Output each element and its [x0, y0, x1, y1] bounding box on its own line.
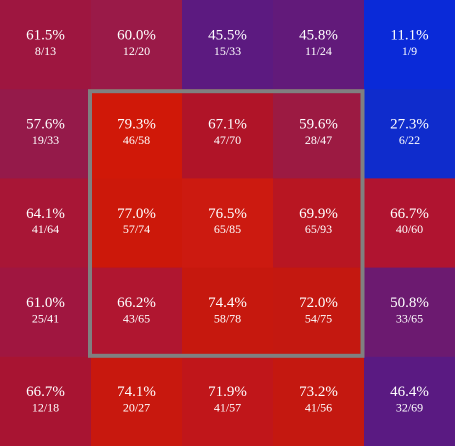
cell-percent: 45.5% — [208, 27, 247, 43]
cell-fraction: 46/58 — [123, 133, 150, 147]
cell-fraction: 32/69 — [396, 401, 423, 415]
cell — [273, 267, 365, 358]
cell — [182, 178, 274, 269]
cell-percent: 72.0% — [299, 295, 338, 311]
cell-fraction: 41/57 — [214, 401, 241, 415]
cell — [364, 89, 455, 179]
cell-fraction: 12/20 — [123, 44, 150, 58]
cell-percent: 66.7% — [26, 384, 65, 400]
cell — [0, 0, 92, 90]
cell-fraction: 25/41 — [32, 311, 59, 325]
cell — [273, 0, 365, 90]
cell-fraction: 40/60 — [396, 222, 423, 236]
cell — [273, 356, 365, 446]
cell-fraction: 15/33 — [214, 44, 241, 58]
cell — [182, 356, 274, 446]
cell — [364, 178, 455, 269]
cell — [182, 0, 274, 90]
cell-percent: 61.5% — [26, 27, 65, 43]
cell-fraction: 8/13 — [35, 44, 56, 58]
cell-percent: 66.7% — [390, 206, 429, 222]
cell-fraction: 12/18 — [32, 401, 59, 415]
strike-zone — [88, 89, 365, 358]
cell-percent: 60.0% — [117, 27, 156, 43]
cell-percent: 73.2% — [299, 384, 338, 400]
cell-percent: 50.8% — [390, 295, 429, 311]
cell — [91, 356, 183, 446]
cell-percent: 76.5% — [208, 206, 247, 222]
cell-percent: 71.9% — [208, 384, 247, 400]
cell-fraction: 28/47 — [305, 133, 332, 147]
cell — [91, 0, 183, 90]
cell-fraction: 33/65 — [396, 311, 423, 325]
cell-percent: 67.1% — [208, 117, 247, 133]
cell-percent: 77.0% — [117, 206, 156, 222]
cell-percent: 59.6% — [299, 117, 338, 133]
cell-percent: 66.2% — [117, 295, 156, 311]
cell-fraction: 43/65 — [123, 311, 150, 325]
cell-percent: 61.0% — [26, 295, 65, 311]
cell — [273, 89, 365, 179]
cell — [364, 356, 455, 446]
cell-percent: 45.8% — [299, 27, 338, 43]
cell — [364, 267, 455, 358]
cell-fraction: 41/64 — [32, 222, 59, 236]
cell — [0, 267, 92, 358]
cell-percent: 57.6% — [26, 117, 65, 133]
cell-percent: 69.9% — [299, 206, 338, 222]
cell-fraction: 65/93 — [305, 222, 332, 236]
cell — [0, 356, 92, 446]
cell-fraction: 1/9 — [402, 44, 417, 58]
cell-percent: 46.4% — [390, 384, 429, 400]
cell — [182, 89, 274, 179]
cell-fraction: 11/24 — [305, 44, 332, 58]
cell-fraction: 41/56 — [305, 401, 332, 415]
cell-fraction: 54/75 — [305, 311, 332, 325]
cell — [182, 267, 274, 358]
cell-percent: 64.1% — [26, 206, 65, 222]
cell-fraction: 6/22 — [399, 133, 420, 147]
cell-percent: 11.1% — [390, 27, 428, 43]
cell-fraction: 57/74 — [123, 222, 150, 236]
cell — [0, 178, 92, 269]
cell — [91, 267, 183, 358]
cell-fraction: 19/33 — [32, 133, 59, 147]
cell-fraction: 47/70 — [214, 133, 241, 147]
cell-percent: 74.1% — [117, 384, 156, 400]
cell — [364, 0, 455, 90]
cell-fraction: 58/78 — [214, 311, 241, 325]
cell-percent: 79.3% — [117, 117, 156, 133]
cell — [273, 178, 365, 269]
cell-percent: 27.3% — [390, 117, 429, 133]
cell-fraction: 65/85 — [214, 222, 241, 236]
cell — [91, 89, 183, 179]
cell — [0, 89, 92, 179]
cell-percent: 74.4% — [208, 295, 247, 311]
cell-fraction: 20/27 — [123, 401, 150, 415]
cell — [91, 178, 183, 269]
